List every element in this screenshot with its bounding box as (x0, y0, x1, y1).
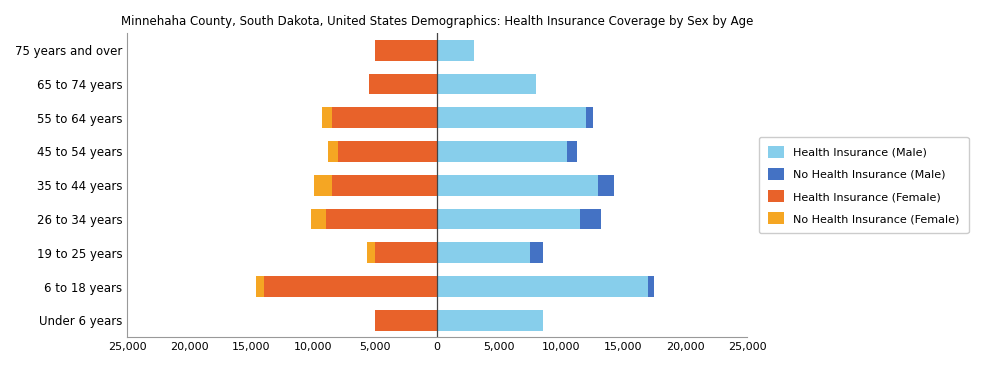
Bar (314, 175, 332, 196)
Bar (332, 175, 437, 196)
Bar (437, 208, 580, 229)
Bar (369, 73, 437, 94)
Bar (437, 175, 598, 196)
Bar (338, 141, 437, 162)
Bar (256, 276, 264, 297)
Bar (437, 73, 537, 94)
Bar (437, 40, 475, 61)
Bar (586, 107, 593, 128)
Bar (375, 40, 437, 61)
Bar (580, 208, 601, 229)
Bar (530, 242, 543, 263)
Bar (375, 310, 437, 331)
Bar (598, 175, 615, 196)
Bar (437, 107, 586, 128)
Bar (366, 242, 375, 263)
Bar (375, 242, 437, 263)
Bar (332, 107, 437, 128)
Bar (326, 208, 437, 229)
Bar (328, 141, 338, 162)
Bar (264, 276, 437, 297)
Bar (437, 310, 543, 331)
Bar (437, 141, 567, 162)
Bar (322, 107, 332, 128)
Bar (437, 276, 648, 297)
Title: Minnehaha County, South Dakota, United States Demographics: Health Insurance Cov: Minnehaha County, South Dakota, United S… (121, 15, 754, 28)
Bar (567, 141, 577, 162)
Bar (310, 208, 326, 229)
Bar (648, 276, 654, 297)
Legend: Health Insurance (Male), No Health Insurance (Male), Health Insurance (Female), : Health Insurance (Male), No Health Insur… (758, 137, 968, 233)
Bar (437, 242, 530, 263)
